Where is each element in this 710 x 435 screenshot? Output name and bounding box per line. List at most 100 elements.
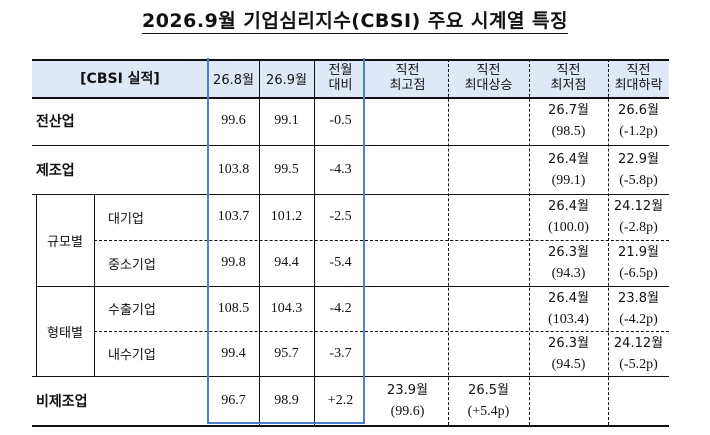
row-border	[36, 286, 669, 287]
cell-recent-max-rise: 26.5월 (+5.4p)	[448, 376, 529, 425]
current-month-highlight-bottom	[207, 422, 365, 424]
cell-recent-max-fall: 21.9월 (-6.5p)	[608, 240, 669, 286]
row-label: 수출기업	[108, 303, 156, 318]
recent-max-fall-date: 21.9월	[618, 245, 659, 260]
cell-recent-high	[367, 286, 448, 331]
col-border-sub	[94, 194, 95, 376]
cell-recent-high	[367, 194, 448, 240]
recent-max-fall-date: 26.6월	[618, 103, 659, 118]
group-label-type: 형태별	[47, 325, 83, 341]
header-mom: 전월 대비	[328, 63, 353, 93]
cell-recent-low: 26.4월 (99.1)	[529, 145, 608, 194]
cell-curr: 98.9	[274, 392, 299, 408]
cell-recent-low	[529, 376, 608, 425]
cell-prev: 108.5	[217, 300, 250, 316]
recent-max-fall-date: 24.12월	[613, 199, 664, 214]
cell-recent-high	[367, 145, 448, 194]
col-border-dashed	[529, 59, 530, 425]
header-recent-high: 직전 최고점	[389, 63, 426, 93]
cell-recent-max-fall: 26.6월 (-1.2p)	[608, 97, 669, 145]
cell-recent-low: 26.4월 (100.0)	[529, 194, 608, 240]
recent-low-date: 26.3월	[548, 245, 589, 260]
cell-prev: 99.6	[221, 113, 246, 128]
recent-low-date: 26.4월	[548, 199, 589, 214]
header-recent-max-rise: 직전 최대상승	[464, 63, 513, 93]
recent-low-value: (98.5)	[551, 124, 586, 139]
header-curr-month: 26.9월	[266, 72, 307, 88]
row-label: 제조업	[36, 162, 75, 179]
cell-recent-max-rise	[448, 145, 529, 194]
table-top-border	[32, 59, 669, 61]
col-border-left	[36, 194, 37, 376]
cell-mom: -3.7	[329, 345, 352, 361]
recent-low-value: (99.1)	[551, 172, 586, 188]
recent-low-date: 26.7월	[548, 103, 589, 118]
cell-recent-high	[367, 97, 448, 145]
table-bottom-border	[32, 425, 669, 427]
cell-curr: 104.3	[270, 300, 303, 316]
cell-prev: 99.8	[221, 255, 246, 270]
row-border-dashed	[94, 331, 669, 332]
cell-recent-high: 23.9월 (99.6)	[367, 376, 448, 425]
cell-mom: -4.2	[329, 300, 352, 316]
recent-high-date: 23.9월	[387, 382, 428, 398]
cell-recent-max-fall	[608, 376, 669, 425]
header-prev-month: 26.8월	[213, 72, 254, 88]
recent-max-fall-value: (-5.8p)	[619, 172, 658, 188]
cell-recent-max-rise	[448, 97, 529, 145]
cell-prev: 96.7	[221, 392, 246, 408]
cell-mom: +2.2	[327, 392, 354, 408]
cell-recent-low: 26.7월 (98.5)	[529, 97, 608, 145]
cell-recent-low: 26.3월 (94.3)	[529, 240, 608, 286]
header-recent-low: 직전 최저점	[550, 63, 587, 93]
cell-curr: 95.7	[274, 345, 299, 361]
current-month-highlight	[207, 58, 365, 424]
row-label: 전산업	[36, 114, 75, 130]
row-label: 내수기업	[108, 348, 156, 363]
cell-curr: 99.1	[274, 113, 299, 128]
recent-max-fall-date: 23.8월	[618, 290, 659, 306]
recent-low-value: (103.4)	[548, 311, 589, 327]
row-label: 중소기업	[108, 257, 156, 273]
recent-max-fall-date: 24.12월	[613, 335, 664, 351]
row-border	[32, 194, 669, 195]
row-border	[32, 145, 669, 146]
cell-recent-max-rise	[448, 331, 529, 376]
cell-recent-low: 26.4월 (103.4)	[529, 286, 608, 331]
recent-low-value: (94.5)	[551, 356, 586, 372]
cell-mom: -0.5	[329, 113, 352, 128]
recent-low-date: 26.3월	[548, 335, 589, 351]
cell-prev: 103.7	[217, 209, 250, 224]
cell-recent-max-rise	[448, 286, 529, 331]
page-title: 2026.9월 기업심리지수(CBSI) 주요 시계열 특징	[141, 10, 569, 34]
recent-max-fall-value: (-2.8p)	[619, 220, 658, 235]
cell-recent-high	[367, 240, 448, 286]
cell-prev: 103.8	[217, 161, 250, 177]
header-bottom-border	[32, 97, 669, 99]
recent-max-fall-value: (-6.5p)	[619, 266, 658, 281]
recent-max-rise-date: 26.5월	[468, 382, 509, 398]
group-label-size: 규모별	[47, 234, 83, 250]
col-border-mom	[314, 59, 315, 425]
recent-max-rise-value: (+5.4p)	[467, 403, 510, 419]
cell-recent-max-rise	[448, 240, 529, 286]
recent-low-date: 26.4월	[548, 290, 589, 306]
cell-prev: 99.4	[221, 345, 246, 361]
cell-recent-max-fall: 24.12월 (-5.2p)	[608, 331, 669, 376]
cell-curr: 94.4	[274, 255, 299, 270]
row-border	[32, 376, 669, 377]
cell-mom: -4.3	[329, 161, 352, 177]
header-background	[32, 59, 669, 97]
row-label: 비제조업	[36, 393, 88, 410]
cell-mom: -2.5	[329, 209, 352, 224]
cell-recent-high	[367, 331, 448, 376]
recent-max-fall-date: 22.9월	[618, 151, 659, 167]
col-border-month	[259, 59, 260, 425]
recent-max-fall-value: (-5.2p)	[619, 356, 658, 372]
cell-recent-max-fall: 24.12월 (-2.8p)	[608, 194, 669, 240]
header-label: [CBSI 실적]	[80, 71, 160, 87]
recent-max-fall-value: (-4.2p)	[619, 311, 658, 327]
cell-recent-max-fall: 22.9월 (-5.8p)	[608, 145, 669, 194]
header-recent-max-fall: 직전 최대하락	[614, 63, 663, 93]
cell-curr: 101.2	[270, 209, 303, 224]
